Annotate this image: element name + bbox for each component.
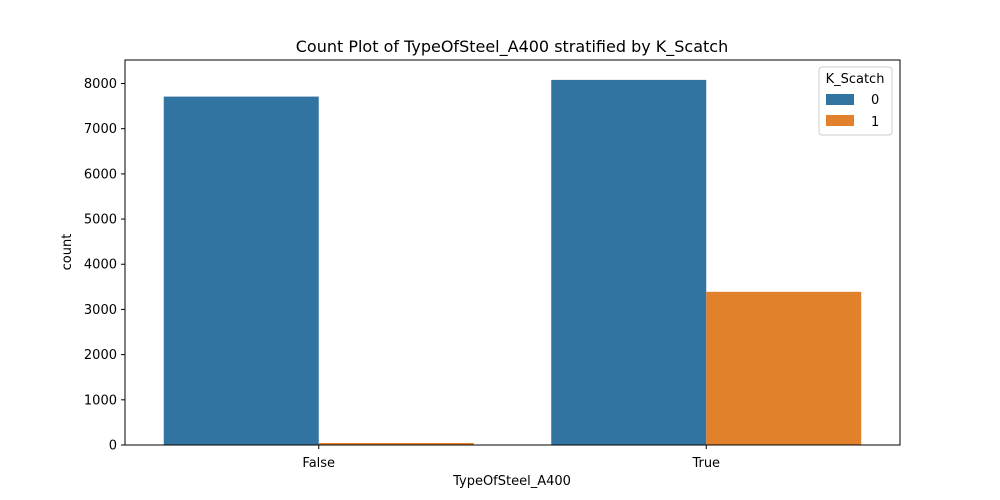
y-tick-label: 2000 <box>84 348 117 363</box>
bar-true-series-1 <box>706 291 862 445</box>
bar-false-series-1 <box>318 442 474 445</box>
chart-title: Count Plot of TypeOfSteel_A400 stratifie… <box>296 37 729 57</box>
y-tick-label: 0 <box>109 439 117 454</box>
x-tick-label-true: True <box>691 456 720 471</box>
bars-group <box>163 79 862 445</box>
y-tick-label: 5000 <box>84 213 117 228</box>
x-axis-ticks: False True <box>302 445 720 471</box>
legend-title: K_Scatch <box>826 72 885 87</box>
y-tick-label: 7000 <box>84 122 117 137</box>
x-tick-label-false: False <box>302 456 335 471</box>
y-tick-label: 1000 <box>84 393 117 408</box>
y-tick-label: 6000 <box>84 167 117 182</box>
y-tick-label: 4000 <box>84 258 117 273</box>
bar-true-series-0 <box>551 79 707 445</box>
legend-label-0: 0 <box>871 93 879 108</box>
legend: K_Scatch 0 1 <box>818 66 893 136</box>
y-tick-label: 3000 <box>84 303 117 318</box>
y-tick-label: 8000 <box>84 77 117 92</box>
legend-swatch-1 <box>826 115 854 126</box>
legend-label-1: 1 <box>871 115 879 130</box>
y-axis-label: count <box>60 234 75 271</box>
plot-frame <box>124 59 901 446</box>
bar-false-series-0 <box>163 96 319 445</box>
legend-swatch-0 <box>826 94 854 105</box>
y-axis-ticks: 0 1000 2000 3000 4000 5000 6000 7000 8000 <box>84 77 125 454</box>
x-axis-label: TypeOfSteel_A400 <box>452 474 571 489</box>
